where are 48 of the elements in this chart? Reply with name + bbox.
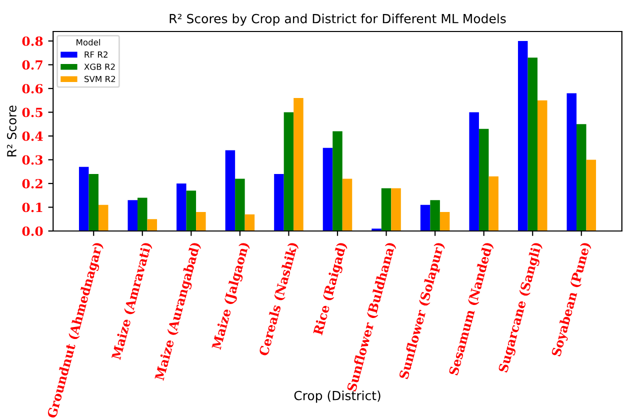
bar (196, 212, 206, 231)
legend-label: RF R2 (84, 51, 108, 58)
y-axis-title: R² Score (7, 106, 16, 156)
bar (566, 93, 577, 231)
bar (469, 112, 479, 231)
bar (128, 200, 138, 231)
bar (488, 176, 498, 231)
bar (528, 58, 538, 231)
bar (420, 204, 430, 231)
bar (138, 198, 148, 231)
y-tick-label: 0.0 (22, 226, 43, 236)
bar (576, 124, 586, 231)
bar (332, 131, 342, 231)
bar (274, 174, 284, 231)
bar (478, 128, 489, 231)
bar (88, 174, 98, 231)
bar (391, 188, 401, 231)
bar (586, 160, 596, 231)
bar (518, 41, 528, 231)
y-tick-label: 0.3 (22, 155, 43, 165)
chart-title: R² Scores by Crop and District for Different ML Models (170, 14, 506, 26)
y-tick-label: 0.4 (22, 131, 43, 141)
bar (147, 219, 158, 231)
bar (284, 112, 294, 231)
bar (381, 188, 392, 231)
y-tick-label: 0.8 (22, 36, 43, 46)
legend-title: Model (76, 39, 100, 46)
y-tick-label: 0.6 (22, 84, 43, 94)
bar (235, 178, 245, 231)
bar (342, 178, 352, 231)
y-tick-label: 0.7 (22, 60, 42, 70)
bar (98, 204, 108, 231)
bar (78, 166, 89, 231)
bar (537, 100, 548, 231)
bar (176, 184, 186, 231)
x-axis-title: Crop (District) (294, 390, 380, 403)
bar (430, 200, 440, 231)
y-tick-label: 0.5 (22, 108, 42, 118)
bar (440, 212, 450, 231)
y-tick-label: 0.2 (22, 178, 42, 188)
y-tick-label: 0.1 (22, 202, 42, 212)
bar (294, 98, 304, 231)
legend-label: SVM R2 (84, 76, 116, 82)
bar (322, 148, 333, 231)
bar (225, 150, 236, 231)
bar (244, 214, 255, 231)
legend-label: XGB R2 (84, 64, 115, 70)
bar (186, 190, 196, 231)
